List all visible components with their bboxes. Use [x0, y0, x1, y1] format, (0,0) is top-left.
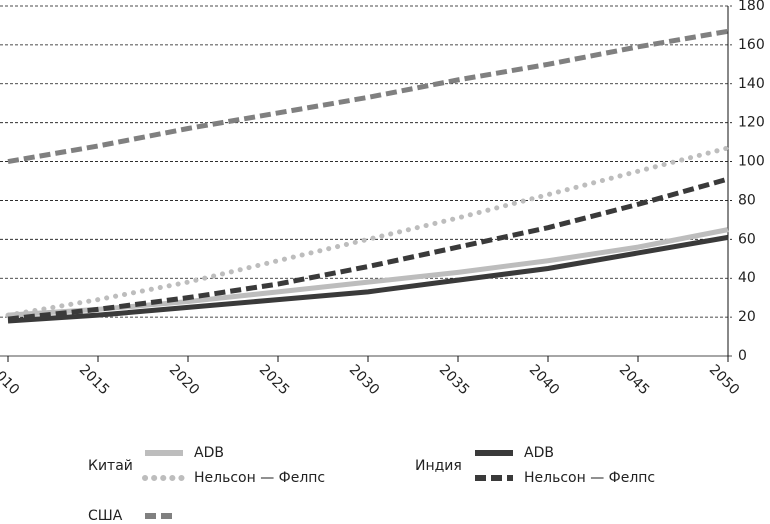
- legend-group-label: Индия: [415, 458, 462, 474]
- legend-label: ADB: [194, 445, 224, 461]
- x-tick-label: 2010: [0, 362, 22, 399]
- x-tick-label: 2045: [616, 362, 653, 399]
- y-tick-label: 80: [738, 192, 756, 208]
- y-tick-label: 180: [738, 0, 765, 14]
- x-tick-label: 2025: [256, 362, 293, 399]
- y-tick-label: 0: [738, 348, 747, 364]
- x-tick-label: 2020: [166, 362, 203, 399]
- legend-label: ADB: [524, 445, 554, 461]
- y-tick-label: 20: [738, 309, 756, 325]
- y-tick-label: 100: [738, 154, 765, 170]
- legend-group-label: Китай: [88, 458, 133, 474]
- y-tick-label: 140: [738, 76, 765, 92]
- series-line: [7, 176, 729, 322]
- legend-label: Нельсон — Фелпс: [524, 470, 655, 486]
- x-tick-label: 2030: [346, 362, 383, 399]
- series-line: [7, 28, 729, 165]
- series-line: [7, 227, 729, 318]
- x-tick-label: 2040: [526, 362, 563, 399]
- y-tick-label: 60: [738, 231, 756, 247]
- x-tick-label: 2015: [76, 362, 113, 399]
- x-tick-label: 2050: [706, 362, 743, 399]
- y-tick-label: 120: [738, 115, 765, 131]
- legend-label: США: [88, 508, 123, 524]
- legend-label: Нельсон — Фелпс: [194, 470, 325, 486]
- x-tick-label: 2035: [436, 362, 473, 399]
- series-line: [7, 234, 729, 324]
- y-tick-label: 160: [738, 37, 765, 53]
- y-tick-label: 40: [738, 270, 756, 286]
